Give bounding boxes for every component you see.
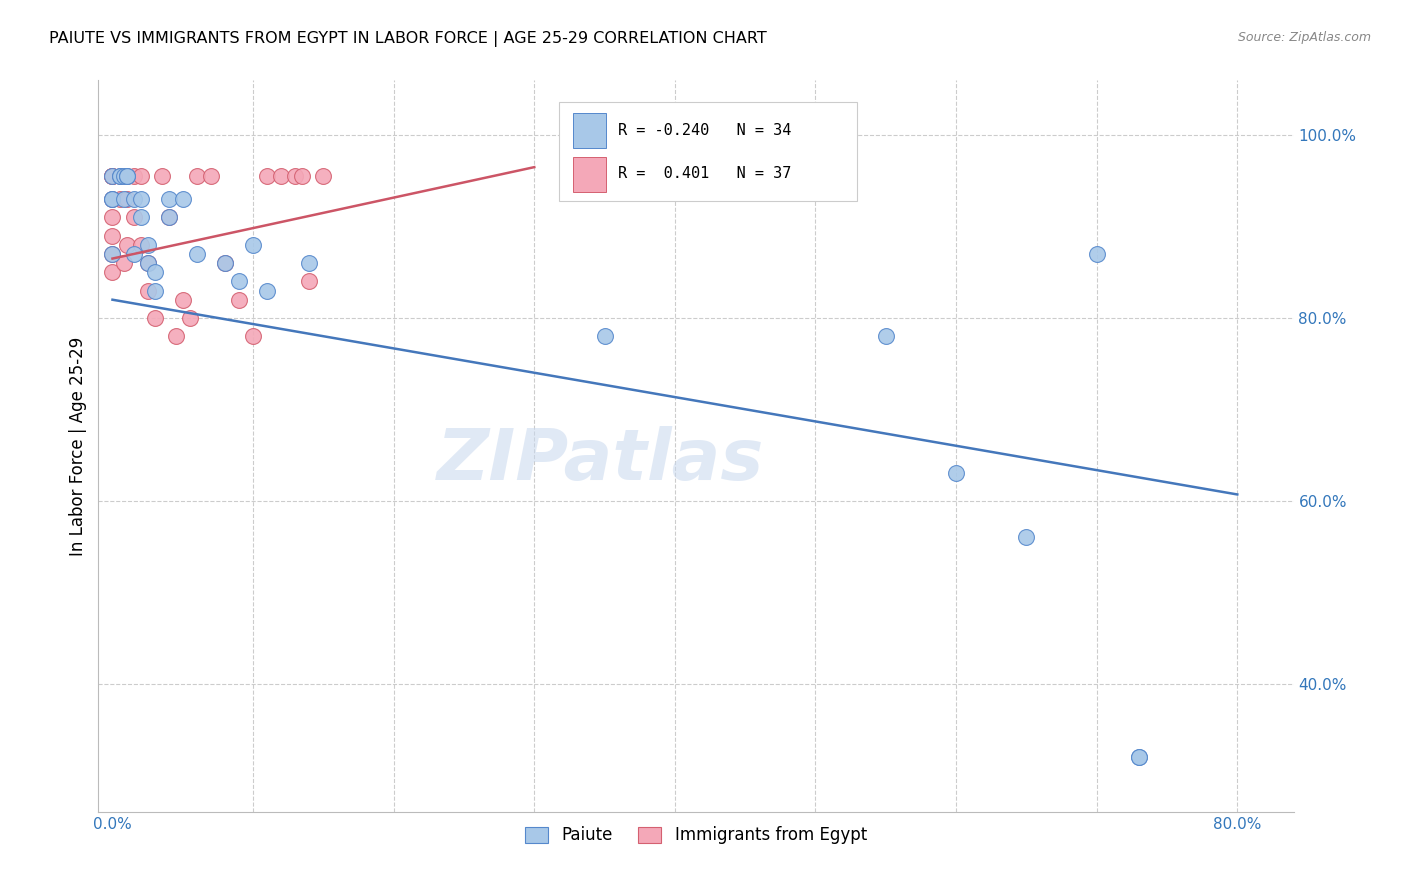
Point bbox=[200, 169, 222, 184]
Point bbox=[101, 169, 124, 184]
FancyBboxPatch shape bbox=[558, 103, 858, 201]
Point bbox=[115, 169, 138, 184]
Point bbox=[108, 192, 131, 206]
Point bbox=[136, 284, 159, 298]
Point bbox=[136, 238, 159, 252]
Point bbox=[1128, 749, 1150, 764]
Point bbox=[129, 169, 152, 184]
Point bbox=[242, 329, 264, 343]
FancyBboxPatch shape bbox=[572, 157, 606, 192]
Point bbox=[312, 169, 335, 184]
Point bbox=[108, 169, 131, 184]
Point bbox=[112, 256, 135, 270]
Point bbox=[101, 169, 124, 184]
Point bbox=[122, 247, 145, 261]
Point bbox=[129, 238, 152, 252]
Point bbox=[179, 311, 201, 326]
Point bbox=[108, 169, 131, 184]
Point bbox=[136, 256, 159, 270]
Point bbox=[228, 274, 250, 288]
Point bbox=[298, 256, 321, 270]
Point bbox=[112, 192, 135, 206]
Point bbox=[143, 265, 166, 279]
Point bbox=[101, 169, 124, 184]
Point bbox=[101, 265, 124, 279]
Point bbox=[1085, 247, 1108, 261]
Point bbox=[129, 192, 152, 206]
Point bbox=[157, 211, 180, 225]
Point bbox=[101, 192, 124, 206]
Point bbox=[157, 192, 180, 206]
Point bbox=[172, 293, 194, 307]
Point bbox=[593, 329, 616, 343]
Point bbox=[875, 329, 897, 343]
Point bbox=[256, 169, 278, 184]
Point bbox=[242, 238, 264, 252]
Text: ZIPatlas: ZIPatlas bbox=[437, 426, 763, 495]
Point bbox=[172, 192, 194, 206]
Point bbox=[228, 293, 250, 307]
Text: PAIUTE VS IMMIGRANTS FROM EGYPT IN LABOR FORCE | AGE 25-29 CORRELATION CHART: PAIUTE VS IMMIGRANTS FROM EGYPT IN LABOR… bbox=[49, 31, 766, 47]
Point bbox=[115, 169, 138, 184]
Y-axis label: In Labor Force | Age 25-29: In Labor Force | Age 25-29 bbox=[69, 336, 87, 556]
Point bbox=[101, 247, 124, 261]
Point bbox=[1128, 749, 1150, 764]
Point bbox=[157, 211, 180, 225]
Legend: Paiute, Immigrants from Egypt: Paiute, Immigrants from Egypt bbox=[519, 820, 873, 851]
Point bbox=[112, 169, 135, 184]
Point bbox=[143, 284, 166, 298]
Point bbox=[101, 169, 124, 184]
Point bbox=[214, 256, 236, 270]
FancyBboxPatch shape bbox=[572, 113, 606, 148]
Point bbox=[115, 169, 138, 184]
Point bbox=[108, 169, 131, 184]
Point bbox=[186, 169, 208, 184]
Point bbox=[115, 192, 138, 206]
Text: R =  0.401   N = 37: R = 0.401 N = 37 bbox=[619, 166, 792, 181]
Point bbox=[122, 192, 145, 206]
Point bbox=[101, 228, 124, 243]
Point bbox=[291, 169, 314, 184]
Point bbox=[186, 247, 208, 261]
Text: R = -0.240   N = 34: R = -0.240 N = 34 bbox=[619, 122, 792, 137]
Point bbox=[214, 256, 236, 270]
Point bbox=[101, 192, 124, 206]
Point bbox=[115, 238, 138, 252]
Point bbox=[101, 211, 124, 225]
Point bbox=[122, 169, 145, 184]
Point bbox=[143, 311, 166, 326]
Text: Source: ZipAtlas.com: Source: ZipAtlas.com bbox=[1237, 31, 1371, 45]
Point bbox=[165, 329, 187, 343]
Point bbox=[298, 274, 321, 288]
Point bbox=[101, 247, 124, 261]
Point bbox=[1015, 530, 1038, 544]
Point bbox=[256, 284, 278, 298]
Point bbox=[122, 211, 145, 225]
Point bbox=[270, 169, 292, 184]
Point bbox=[129, 211, 152, 225]
Point bbox=[945, 467, 967, 481]
Point bbox=[150, 169, 173, 184]
Point bbox=[136, 256, 159, 270]
Point bbox=[101, 192, 124, 206]
Point bbox=[284, 169, 307, 184]
